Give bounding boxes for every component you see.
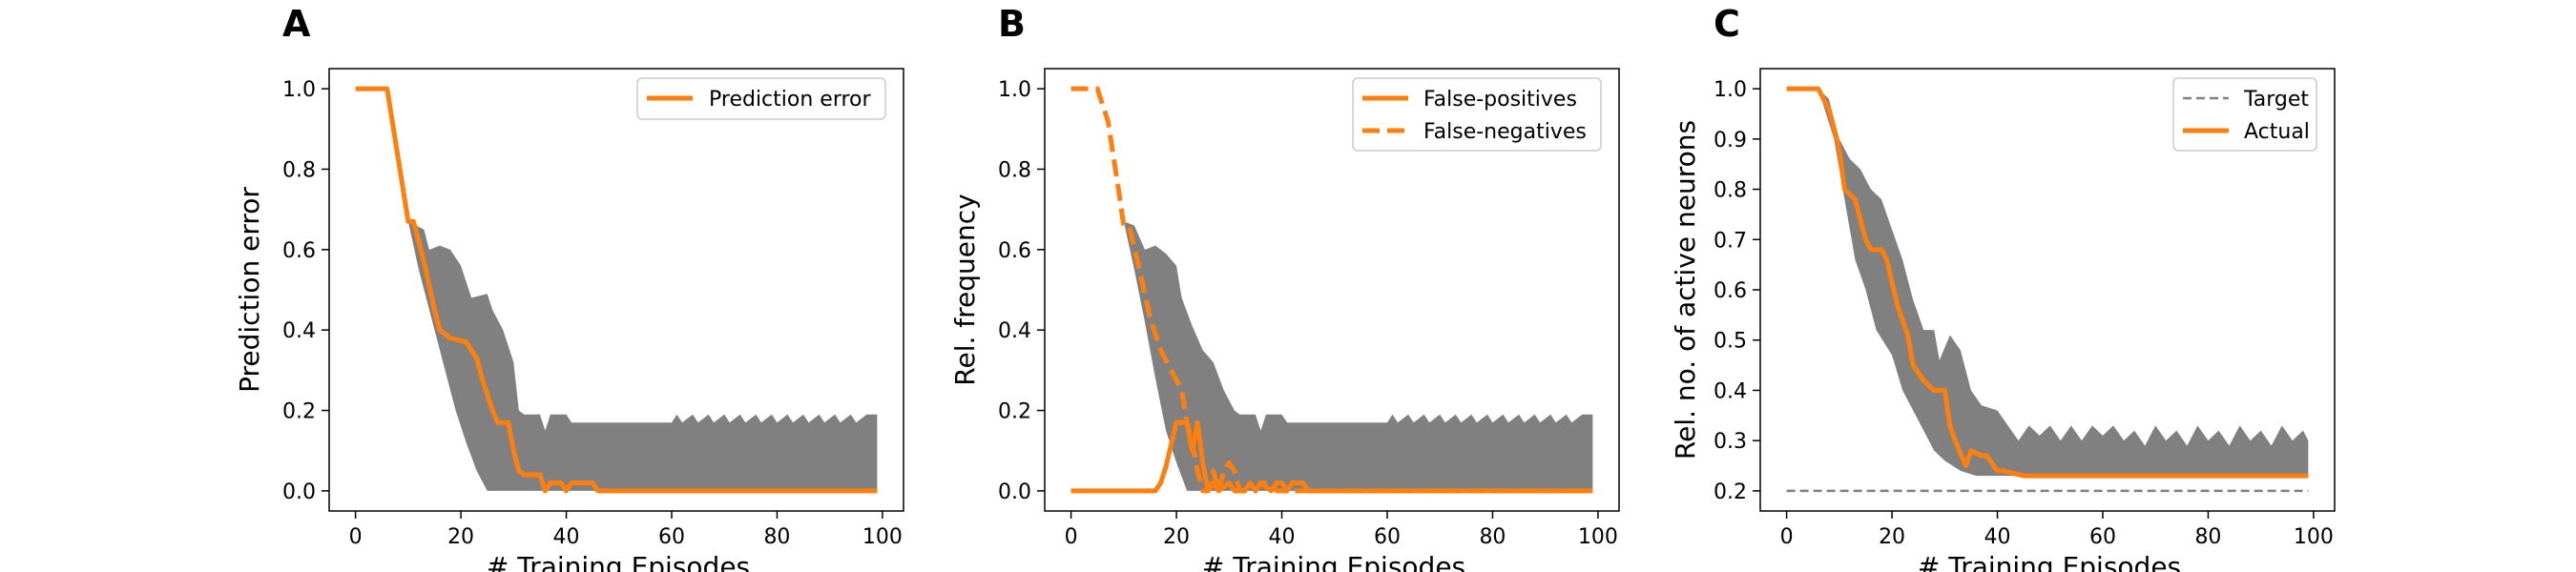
y-tick-label: 0.7 (1714, 229, 1747, 253)
y-axis-label-c: Rel. no. of active neurons (1670, 120, 1701, 460)
legend-label-prediction-error: Prediction error (709, 88, 871, 112)
y-tick-label: 0.3 (1714, 430, 1747, 454)
x-tick-label: 20 (447, 525, 474, 549)
x-tick-label: 80 (2194, 525, 2221, 549)
y-tick-label: 0.2 (998, 400, 1031, 424)
x-tick-label: 60 (2089, 525, 2116, 549)
y-tick-label: 1.0 (998, 78, 1031, 102)
y-axis-label-b: Rel. frequency (949, 194, 981, 385)
panel-letter-a: A (282, 3, 311, 45)
variance-band (1818, 89, 2309, 477)
y-tick-label: 0.6 (1714, 279, 1747, 303)
series-line-prediction-error (355, 86, 878, 494)
panel-a: A 0 20 40 60 80 100 0.0 0.2 0.4 0.6 0.8 1.0 # Train… (234, 3, 904, 572)
y-tick-label: 0.4 (282, 319, 316, 343)
y-tick-label: 0.6 (998, 239, 1031, 263)
x-axis-label-a: # Training Episodes (487, 551, 750, 572)
plot-a: 0 20 40 60 80 100 0.0 0.2 0.4 0.6 0.8 1.0 (282, 68, 904, 549)
x-tick-label: 100 (1578, 525, 1618, 549)
x-tick-label: 80 (763, 525, 790, 549)
legend-c: Target Actual (2172, 77, 2317, 152)
axes-frame (328, 68, 904, 512)
x-tick-label: 0 (1065, 525, 1078, 549)
panel-b: B 0 20 40 60 80 100 0.0 0.2 0.4 0.6 0.8 1.0 # Train… (949, 3, 1620, 572)
x-tick-label: 60 (658, 525, 685, 549)
y-tick-label: 0.8 (998, 158, 1031, 182)
plot-b: 0 20 40 60 80 100 0.0 0.2 0.4 0.6 0.8 1.0 (998, 68, 1620, 549)
x-tick-label: 80 (1479, 525, 1506, 549)
y-tick-label: 0.2 (1714, 480, 1747, 504)
y-axis-label-a: Prediction error (234, 187, 265, 393)
legend-box-b (1352, 77, 1602, 152)
x-tick-label: 60 (1374, 525, 1401, 549)
legend-box-a (636, 77, 886, 120)
x-tick-label: 20 (1879, 525, 1905, 549)
x-axis-label-c: # Training Episodes (1918, 551, 2181, 572)
y-tick-label: 0.0 (282, 480, 316, 504)
x-tick-label: 0 (1780, 525, 1794, 549)
panel-c: C 0 20 40 60 80 100 0.2 0.3 0.4 0.5 0.6 0.7 0.8 0.9 1.… (1670, 3, 2336, 572)
x-tick-label: 20 (1163, 525, 1190, 549)
plot-c: 0 20 40 60 80 100 0.2 0.3 0.4 0.5 0.6 0.7 0.8 0.9 1.0 (1714, 68, 2336, 549)
legend-label-false-positives: False-positives (1423, 88, 1577, 112)
series-line-actual (1786, 86, 2309, 479)
y-tick-label: 1.0 (282, 78, 316, 102)
x-tick-label: 0 (349, 525, 363, 549)
variance-band (407, 221, 878, 491)
y-tick-label: 0.0 (998, 480, 1031, 504)
panel-letter-b: B (998, 3, 1026, 45)
y-tick-label: 0.9 (1714, 129, 1747, 153)
y-tick-label: 0.5 (1714, 330, 1747, 354)
x-axis-label-b: # Training Episodes (1202, 551, 1465, 572)
y-tick-label: 0.4 (998, 319, 1031, 343)
axes-frame (1044, 68, 1620, 512)
legend-b: False-positives False-negatives (1352, 77, 1602, 152)
x-tick-label: 100 (2294, 525, 2334, 549)
y-tick-label: 1.0 (1714, 78, 1747, 102)
y-tick-label: 0.6 (282, 239, 316, 263)
series-line-false-negatives (1070, 86, 1593, 494)
legend-label-false-negatives: False-negatives (1423, 120, 1587, 144)
y-tick-label: 0.8 (282, 158, 316, 182)
legend-label-target: Target (2243, 88, 2309, 112)
x-tick-label: 40 (1984, 525, 2011, 549)
x-tick-label: 40 (553, 525, 580, 549)
y-tick-label: 0.8 (1714, 179, 1747, 203)
x-tick-label: 40 (1269, 525, 1296, 549)
legend-a: Prediction error (636, 77, 886, 120)
y-tick-label: 0.2 (282, 400, 316, 424)
y-tick-label: 0.4 (1714, 379, 1747, 403)
legend-label-actual: Actual (2244, 120, 2310, 144)
x-tick-label: 100 (862, 525, 903, 549)
panel-letter-c: C (1714, 3, 1740, 45)
variance-band (1123, 221, 1593, 491)
